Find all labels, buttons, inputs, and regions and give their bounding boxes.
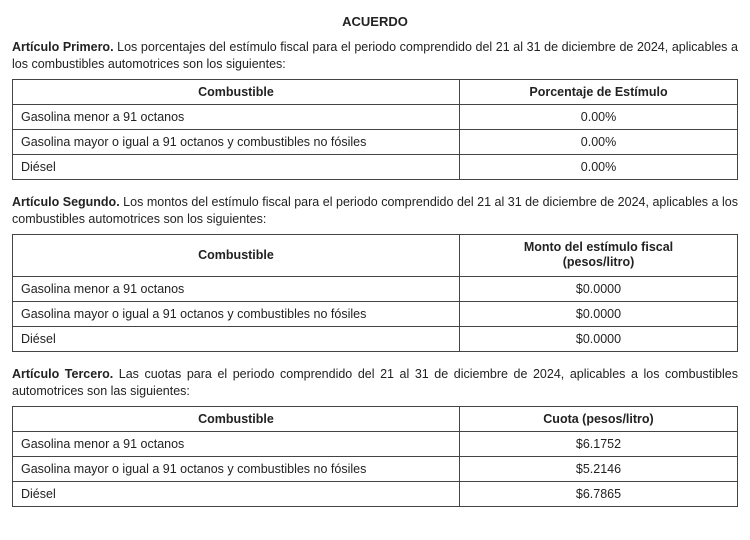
table-2-header-value: Monto del estímulo fiscal (pesos/litro) [460,234,738,276]
article-1-text: Los porcentajes del estímulo fiscal para… [12,40,738,71]
table-3-row-2-value: $6.7865 [460,481,738,506]
table-2-row-2-fuel: Diésel [13,326,460,351]
article-2-lead: Artículo Segundo. [12,195,120,209]
table-2-row-2-value: $0.0000 [460,326,738,351]
article-1: Artículo Primero. Los porcentajes del es… [12,39,738,73]
article-2: Artículo Segundo. Los montos del estímul… [12,194,738,228]
table-2-row-1-fuel: Gasolina mayor o igual a 91 octanos y co… [13,301,460,326]
table-1-header-value: Porcentaje de Estímulo [460,79,738,104]
table-1-row-2-fuel: Diésel [13,154,460,179]
table-2-row-0-value: $0.0000 [460,276,738,301]
table-2-row-1-value: $0.0000 [460,301,738,326]
table-1: Combustible Porcentaje de Estímulo Gasol… [12,79,738,180]
table-1-row-2-value: 0.00% [460,154,738,179]
article-2-text: Los montos del estímulo fiscal para el p… [12,195,738,226]
table-2-header-row: Combustible Monto del estímulo fiscal (p… [13,234,738,276]
table-3-row-0-value: $6.1752 [460,431,738,456]
article-3-lead: Artículo Tercero. [12,367,113,381]
document-title: ACUERDO [12,14,738,29]
table-2-header-fuel: Combustible [13,234,460,276]
table-row: Gasolina mayor o igual a 91 octanos y co… [13,301,738,326]
table-row: Diésel $0.0000 [13,326,738,351]
table-1-row-1-value: 0.00% [460,129,738,154]
table-1-header-fuel: Combustible [13,79,460,104]
table-2-header-value-line2: (pesos/litro) [563,255,635,269]
table-3-header-value: Cuota (pesos/litro) [460,406,738,431]
table-3-row-1-value: $5.2146 [460,456,738,481]
table-3-row-0-fuel: Gasolina menor a 91 octanos [13,431,460,456]
table-3-header-row: Combustible Cuota (pesos/litro) [13,406,738,431]
table-row: Gasolina mayor o igual a 91 octanos y co… [13,129,738,154]
table-1-row-1-fuel: Gasolina mayor o igual a 91 octanos y co… [13,129,460,154]
article-1-lead: Artículo Primero. [12,40,114,54]
article-3: Artículo Tercero. Las cuotas para el per… [12,366,738,400]
table-row: Gasolina menor a 91 octanos $0.0000 [13,276,738,301]
table-2-row-0-fuel: Gasolina menor a 91 octanos [13,276,460,301]
table-3-row-1-fuel: Gasolina mayor o igual a 91 octanos y co… [13,456,460,481]
table-3-header-fuel: Combustible [13,406,460,431]
table-row: Diésel $6.7865 [13,481,738,506]
table-row: Gasolina menor a 91 octanos 0.00% [13,104,738,129]
table-row: Diésel 0.00% [13,154,738,179]
article-3-text: Las cuotas para el periodo comprendido d… [12,367,738,398]
table-1-row-0-fuel: Gasolina menor a 91 octanos [13,104,460,129]
table-row: Gasolina mayor o igual a 91 octanos y co… [13,456,738,481]
table-3-row-2-fuel: Diésel [13,481,460,506]
table-row: Gasolina menor a 91 octanos $6.1752 [13,431,738,456]
table-1-row-0-value: 0.00% [460,104,738,129]
table-2-header-value-line1: Monto del estímulo fiscal [524,240,673,254]
table-2: Combustible Monto del estímulo fiscal (p… [12,234,738,352]
table-3: Combustible Cuota (pesos/litro) Gasolina… [12,406,738,507]
table-1-header-row: Combustible Porcentaje de Estímulo [13,79,738,104]
